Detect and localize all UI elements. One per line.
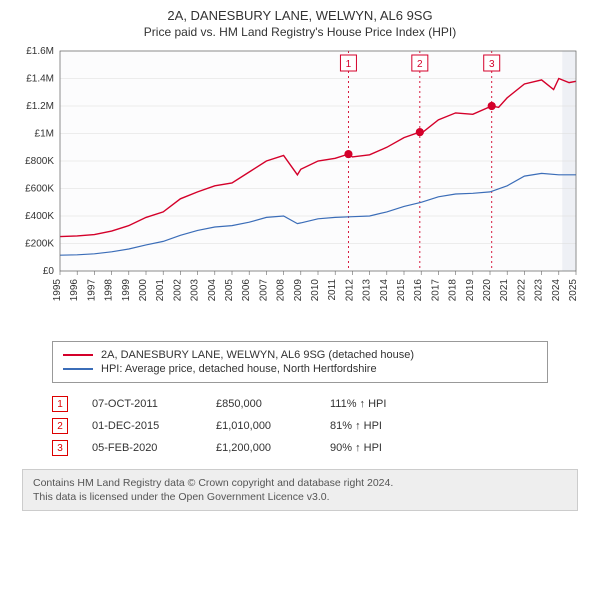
marker-number-box: 1	[52, 396, 68, 412]
marker-date: 07-OCT-2011	[92, 398, 192, 410]
marker-hpi-pct: 111% ↑ HPI	[330, 398, 420, 410]
svg-text:2012: 2012	[344, 279, 355, 302]
footer-line-1: Contains HM Land Registry data © Crown c…	[33, 476, 567, 490]
marker-row: 2 01-DEC-2015 £1,010,000 81% ↑ HPI	[52, 415, 548, 437]
marker-date: 05-FEB-2020	[92, 442, 192, 454]
svg-text:£1.4M: £1.4M	[26, 74, 54, 85]
svg-text:£0: £0	[43, 266, 55, 277]
svg-text:1998: 1998	[104, 279, 115, 302]
svg-text:£400K: £400K	[25, 211, 54, 222]
svg-text:1995: 1995	[52, 279, 63, 302]
marker-price: £1,010,000	[216, 420, 306, 432]
svg-text:£600K: £600K	[25, 184, 54, 195]
svg-text:2022: 2022	[516, 279, 527, 302]
svg-text:2008: 2008	[276, 279, 287, 302]
svg-text:2020: 2020	[482, 279, 493, 302]
marker-date: 01-DEC-2015	[92, 420, 192, 432]
svg-text:2016: 2016	[413, 279, 424, 302]
marker-price: £850,000	[216, 398, 306, 410]
svg-text:2010: 2010	[310, 279, 321, 302]
svg-text:£1.6M: £1.6M	[26, 46, 54, 57]
svg-text:1999: 1999	[121, 279, 132, 302]
marker-number-box: 3	[52, 440, 68, 456]
svg-text:2011: 2011	[327, 279, 338, 301]
svg-text:£200K: £200K	[25, 239, 54, 250]
legend-item: HPI: Average price, detached house, Nort…	[63, 362, 537, 376]
marker-hpi-pct: 81% ↑ HPI	[330, 420, 420, 432]
footer-line-2: This data is licensed under the Open Gov…	[33, 490, 567, 504]
svg-text:1996: 1996	[69, 279, 80, 302]
marker-price: £1,200,000	[216, 442, 306, 454]
svg-text:2013: 2013	[362, 279, 373, 302]
legend-swatch	[63, 368, 93, 370]
legend-swatch	[63, 354, 93, 356]
legend-item: 2A, DANESBURY LANE, WELWYN, AL6 9SG (det…	[63, 348, 537, 362]
svg-text:2003: 2003	[190, 279, 201, 302]
svg-text:2000: 2000	[138, 279, 149, 302]
marker-row: 3 05-FEB-2020 £1,200,000 90% ↑ HPI	[52, 437, 548, 459]
sale-markers-table: 1 07-OCT-2011 £850,000 111% ↑ HPI 2 01-DEC-20…	[52, 393, 548, 459]
svg-text:2009: 2009	[293, 279, 304, 302]
svg-text:2017: 2017	[430, 279, 441, 302]
svg-text:2002: 2002	[172, 279, 183, 302]
legend: 2A, DANESBURY LANE, WELWYN, AL6 9SG (det…	[52, 341, 548, 383]
svg-text:2014: 2014	[379, 279, 390, 302]
svg-text:2025: 2025	[568, 279, 579, 302]
marker-row: 1 07-OCT-2011 £850,000 111% ↑ HPI	[52, 393, 548, 415]
svg-text:2023: 2023	[534, 279, 545, 302]
svg-text:2006: 2006	[241, 279, 252, 302]
data-attribution: Contains HM Land Registry data © Crown c…	[22, 469, 578, 511]
svg-text:2018: 2018	[448, 279, 459, 302]
svg-text:2: 2	[417, 59, 423, 70]
svg-text:2001: 2001	[155, 279, 166, 302]
chart-subtitle: Price paid vs. HM Land Registry's House …	[12, 25, 588, 39]
svg-text:£1M: £1M	[35, 129, 54, 140]
marker-number-box: 2	[52, 418, 68, 434]
svg-text:2004: 2004	[207, 279, 218, 302]
svg-text:3: 3	[489, 59, 495, 70]
legend-label: HPI: Average price, detached house, Nort…	[101, 363, 377, 375]
chart-title: 2A, DANESBURY LANE, WELWYN, AL6 9SG	[12, 8, 588, 23]
svg-text:2005: 2005	[224, 279, 235, 302]
svg-text:2019: 2019	[465, 279, 476, 302]
svg-text:£1.2M: £1.2M	[26, 101, 54, 112]
marker-hpi-pct: 90% ↑ HPI	[330, 442, 420, 454]
svg-text:2007: 2007	[258, 279, 269, 302]
svg-text:2021: 2021	[499, 279, 510, 302]
svg-text:£800K: £800K	[25, 156, 54, 167]
legend-label: 2A, DANESBURY LANE, WELWYN, AL6 9SG (det…	[101, 349, 414, 361]
svg-text:1: 1	[346, 59, 352, 70]
svg-text:2015: 2015	[396, 279, 407, 302]
svg-text:2024: 2024	[551, 279, 562, 302]
svg-text:1997: 1997	[86, 279, 97, 302]
price-chart: £0 £200K £400K £600K £800K £1M £1.2M £1.4M £1.6M…	[12, 45, 588, 335]
